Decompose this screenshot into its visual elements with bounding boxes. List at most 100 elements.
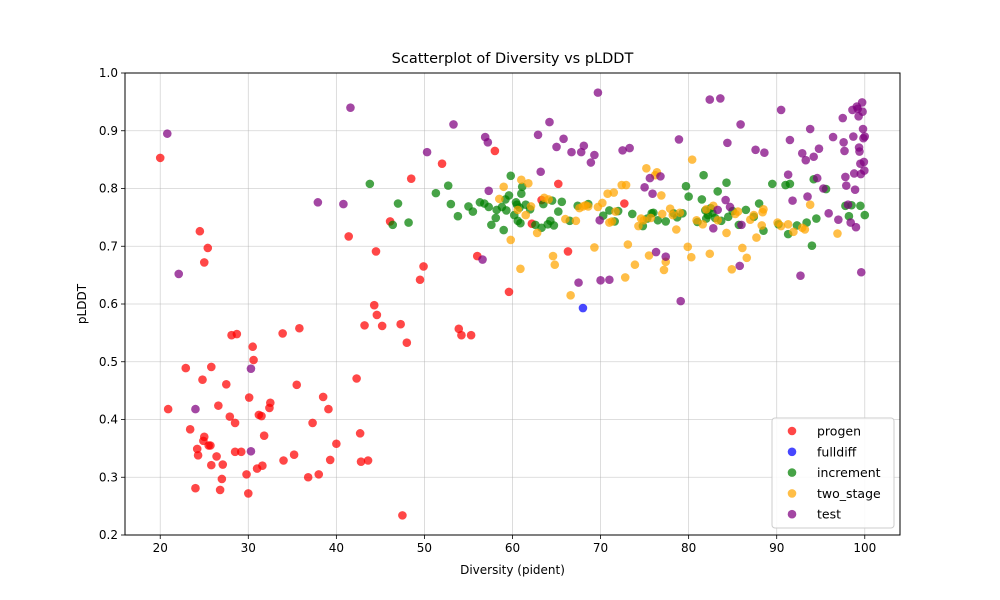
- data-point: [859, 157, 869, 167]
- data-point: [289, 450, 299, 460]
- data-point: [549, 221, 559, 230]
- data-point: [620, 273, 630, 282]
- data-point: [536, 167, 545, 177]
- data-point: [860, 132, 870, 141]
- data-point: [521, 210, 531, 220]
- data-point: [657, 209, 667, 219]
- data-point: [355, 429, 365, 438]
- data-point: [856, 201, 865, 211]
- data-point: [513, 205, 523, 215]
- data-point: [593, 88, 603, 97]
- data-point: [742, 253, 752, 263]
- data-point: [346, 103, 355, 112]
- data-point: [553, 179, 563, 189]
- data-point: [248, 342, 257, 352]
- data-point: [674, 135, 684, 144]
- data-point: [244, 393, 254, 402]
- y-tick-label: 0.8: [99, 182, 118, 196]
- data-point: [574, 278, 583, 287]
- data-point: [656, 172, 665, 181]
- data-point: [805, 124, 815, 134]
- y-tick-label: 0.2: [99, 528, 118, 542]
- data-point: [363, 456, 373, 465]
- data-point: [217, 474, 227, 484]
- x-tick-label: 30: [241, 541, 256, 555]
- data-point: [550, 260, 560, 270]
- legend-label: test: [817, 507, 841, 522]
- data-point: [687, 155, 697, 164]
- series-two_stage: [494, 155, 842, 300]
- data-point: [365, 179, 375, 189]
- data-point: [657, 191, 666, 200]
- data-point: [567, 147, 576, 157]
- data-point: [431, 188, 441, 198]
- data-point: [571, 216, 581, 226]
- data-point: [356, 457, 366, 466]
- data-point: [218, 460, 228, 469]
- data-point: [388, 220, 398, 230]
- data-point: [257, 411, 266, 421]
- data-point: [705, 95, 715, 104]
- data-point: [639, 215, 649, 225]
- data-point: [620, 199, 629, 208]
- data-point: [618, 146, 627, 155]
- legend-marker: [787, 426, 797, 436]
- data-point: [716, 94, 725, 103]
- data-point: [207, 362, 216, 372]
- data-point: [735, 261, 745, 271]
- data-point: [648, 189, 657, 198]
- data-point: [684, 192, 693, 201]
- data-point: [676, 296, 686, 306]
- data-point: [843, 200, 853, 209]
- data-point: [668, 210, 678, 220]
- data-point: [814, 144, 824, 153]
- data-point: [249, 355, 258, 365]
- data-point: [776, 105, 786, 115]
- data-point: [634, 221, 643, 231]
- legend-label: progen: [817, 424, 861, 439]
- data-point: [858, 107, 867, 116]
- y-tick-label: 0.5: [99, 355, 118, 369]
- data-point: [860, 210, 870, 220]
- data-point: [484, 202, 494, 212]
- data-point: [856, 267, 866, 277]
- data-point: [490, 146, 500, 156]
- data-point: [642, 163, 651, 173]
- data-point: [548, 251, 558, 261]
- data-point: [292, 380, 302, 390]
- data-point: [221, 379, 231, 389]
- data-point: [630, 260, 640, 270]
- data-point: [502, 206, 511, 215]
- data-point: [199, 432, 209, 442]
- data-point: [785, 135, 795, 145]
- data-point: [499, 182, 508, 192]
- data-point: [713, 205, 722, 215]
- data-point: [833, 229, 842, 238]
- data-point: [590, 150, 599, 160]
- data-point: [422, 147, 432, 157]
- data-point: [579, 141, 589, 151]
- data-point: [627, 209, 637, 219]
- legend-marker: [787, 468, 797, 477]
- legend-label: fulldiff: [817, 444, 857, 459]
- data-point: [819, 184, 828, 193]
- data-point: [369, 300, 379, 310]
- data-point: [839, 138, 848, 147]
- data-point: [402, 338, 412, 347]
- data-point: [646, 213, 656, 223]
- data-point: [812, 173, 822, 183]
- data-point: [803, 192, 812, 201]
- data-point: [553, 207, 563, 216]
- data-point: [849, 132, 858, 141]
- data-point: [640, 183, 649, 192]
- data-point: [377, 321, 387, 331]
- data-point: [686, 252, 696, 262]
- data-point: [259, 431, 269, 440]
- data-point: [406, 174, 416, 183]
- data-point: [544, 195, 553, 204]
- data-point: [533, 130, 543, 140]
- legend-marker: [787, 447, 797, 457]
- x-tick-label: 80: [681, 541, 696, 555]
- data-point: [768, 179, 777, 189]
- data-point: [325, 455, 335, 465]
